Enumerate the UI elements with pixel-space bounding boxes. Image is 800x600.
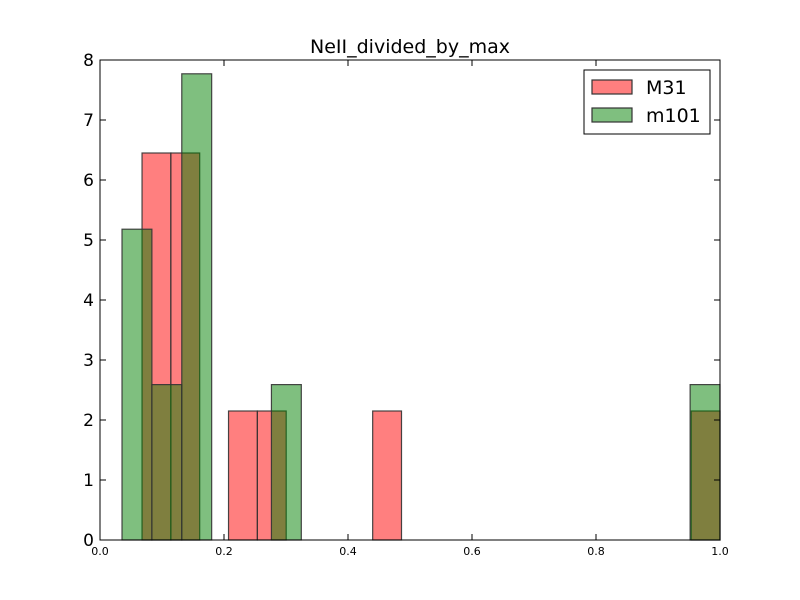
legend-label-m101: m101 [646,105,701,127]
legend-swatch-m101 [591,107,633,123]
bar-m101-2 [181,73,213,541]
bar-m101-3 [270,384,302,541]
y-tick-label-6: 6 [83,171,94,191]
bar-m101-1 [151,384,183,541]
y-tick-label-0: 0 [83,531,94,551]
y-tick-label-2: 2 [83,411,94,431]
y-tick-label-5: 5 [83,231,94,251]
bars-layer [121,73,721,541]
x-tick-label-1: 0.2 [215,545,233,558]
x-tick-label-0: 0.0 [91,545,109,558]
bar-m31-2 [227,410,258,541]
x-tick-label-2: 0.4 [339,545,357,558]
y-tick-label-8: 8 [83,51,94,71]
legend-label-m31: M31 [646,77,687,99]
x-tick-label-4: 0.8 [587,545,605,558]
y-tick-label-1: 1 [83,471,94,491]
bar-m31-4 [372,410,403,541]
ticks-layer: 0.0 0.2 0.4 0.6 0.8 1.0 0 1 2 3 4 5 6 7 8 [83,51,729,558]
x-tick-label-3: 0.6 [463,545,481,558]
legend-swatch-m31 [591,79,633,95]
bar-m101-0 [121,228,153,541]
x-tick-label-5: 1.0 [711,545,729,558]
y-tick-label-4: 4 [83,291,94,311]
y-tick-label-3: 3 [83,351,94,371]
legend: M31 m101 [583,69,711,135]
bar-m101-4 [689,384,721,541]
chart-title: NeII_divided_by_max [310,36,510,58]
y-tick-label-7: 7 [83,111,94,131]
